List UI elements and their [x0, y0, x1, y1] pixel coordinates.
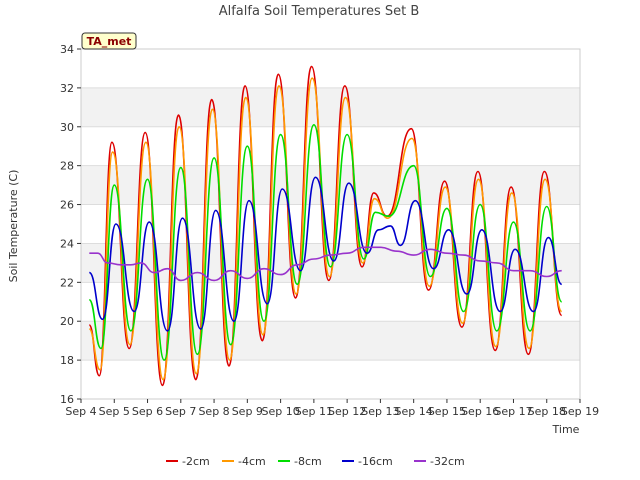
y-tick-label: 32 — [60, 82, 74, 95]
x-tick-label: Sep 13 — [361, 405, 399, 418]
y-tick-label: 24 — [60, 237, 74, 250]
legend-label: -32cm — [430, 455, 465, 468]
y-tick-label: 22 — [60, 276, 74, 289]
x-tick-label: Sep 19 — [561, 405, 599, 418]
x-axis-label: Time — [552, 423, 580, 436]
y-axis-ticks: 16 18 20 22 24 26 28 30 32 34 — [60, 43, 81, 406]
grid-band — [81, 360, 580, 399]
station-badge-box — [81, 32, 137, 50]
series-line-minus-32cm — [89, 246, 562, 282]
grid-band — [81, 282, 580, 322]
x-tick-label: Sep 18 — [528, 405, 566, 418]
grid-band — [81, 165, 580, 205]
station-badge-label: TA_met — [87, 35, 132, 48]
x-tick-label: Sep 14 — [395, 405, 433, 418]
x-tick-label: Sep 17 — [494, 405, 532, 418]
x-tick-label: Sep 10 — [261, 405, 299, 418]
y-tick-label: 18 — [60, 354, 74, 367]
y-tick-label: 28 — [60, 160, 74, 173]
x-tick-label: Sep 8 — [198, 405, 229, 418]
series-line-minus-16cm — [88, 176, 563, 332]
y-tick-label: 26 — [60, 199, 74, 212]
x-tick-label: Sep 4 — [65, 405, 96, 418]
legend-label: -16cm — [358, 455, 393, 468]
x-tick-label: Sep 5 — [99, 405, 130, 418]
series-layer — [88, 65, 563, 387]
legend-label: -4cm — [238, 455, 266, 468]
x-tick-label: Sep 11 — [295, 405, 333, 418]
y-axis-label: Soil Temperature (C) — [7, 170, 20, 283]
legend: -2cm -4cm -8cm -16cm -32cm — [166, 455, 465, 468]
x-tick-label: Sep 12 — [328, 405, 366, 418]
legend-label: -8cm — [294, 455, 322, 468]
grid-band — [81, 87, 580, 127]
x-tick-label: Sep 7 — [165, 405, 196, 418]
legend-label: -2cm — [182, 455, 210, 468]
x-tick-label: Sep 16 — [461, 405, 499, 418]
y-tick-label: 34 — [60, 43, 74, 56]
plot-frame — [80, 48, 581, 400]
grid-band — [81, 204, 580, 244]
chart-title: Alfalfa Soil Temperatures Set B — [219, 4, 420, 19]
grid-band — [81, 49, 580, 88]
grid-band — [81, 321, 580, 361]
grid-band — [81, 126, 580, 166]
y-tick-label: 16 — [60, 393, 74, 406]
x-tick-label: Sep 15 — [428, 405, 466, 418]
x-tick-label: Sep 6 — [132, 405, 163, 418]
station-badge: TA_met — [81, 32, 137, 50]
y-tick-label: 20 — [60, 315, 74, 328]
x-tick-label: Sep 9 — [232, 405, 263, 418]
y-tick-label: 30 — [60, 121, 74, 134]
